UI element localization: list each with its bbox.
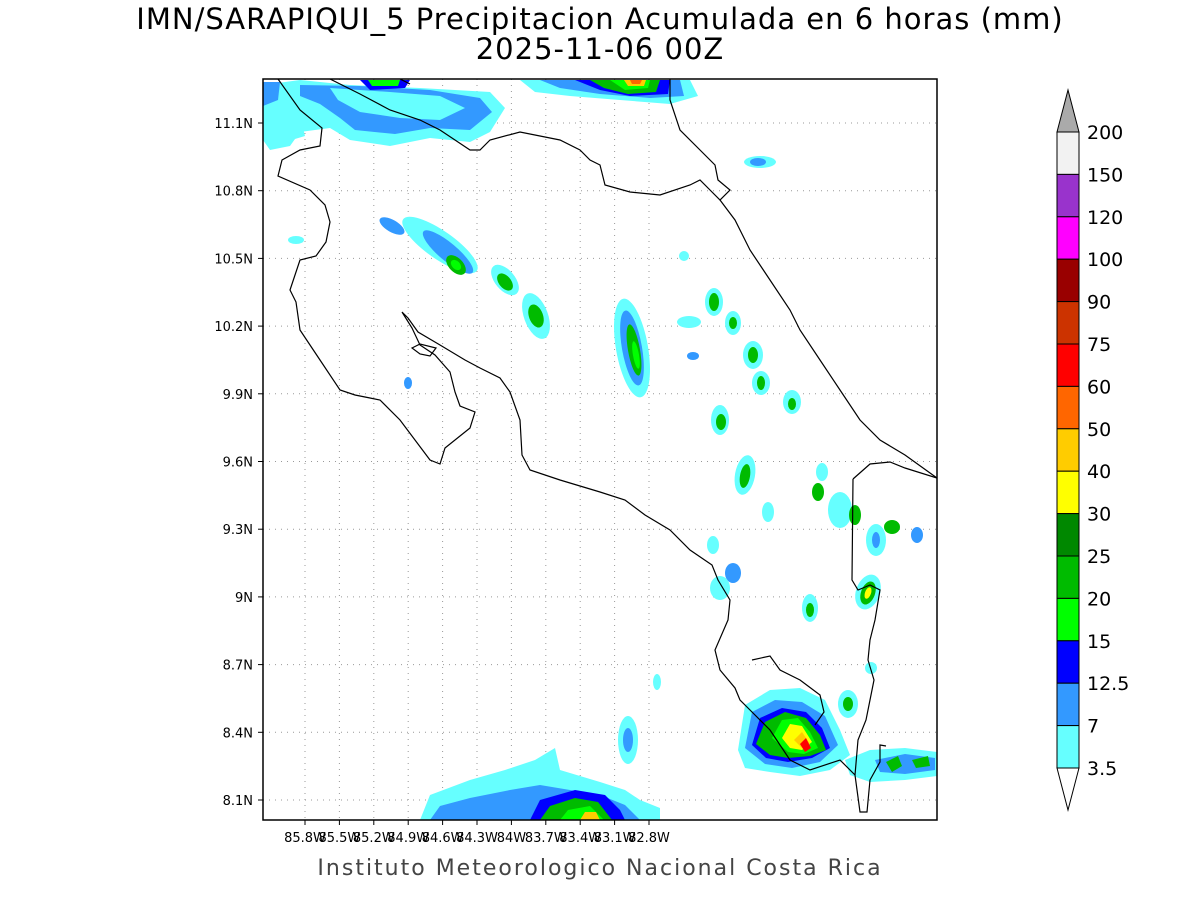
- colorbar-label: 50: [1087, 419, 1111, 441]
- colorbar-swatch: [1056, 513, 1080, 557]
- colorbar-label: 15: [1087, 631, 1111, 653]
- x-tick-label: 85.2W: [353, 831, 395, 846]
- colorbar-label: 75: [1087, 334, 1111, 356]
- colorbar-over-arrow: [1056, 88, 1080, 133]
- x-tick-label: 83.4W: [559, 831, 601, 846]
- colorbar-label: 7: [1087, 716, 1099, 738]
- y-tick-label: 9.3N: [223, 523, 253, 538]
- colorbar-swatch: [1056, 258, 1080, 303]
- y-tick-label: 8.7N: [223, 659, 253, 674]
- colorbar-label: 120: [1087, 207, 1123, 229]
- y-tick-label: 10.2N: [214, 320, 253, 335]
- y-tick-label: 10.8N: [214, 185, 253, 200]
- x-tick-label: 84.3W: [456, 831, 498, 846]
- colorbar-swatch: [1056, 173, 1080, 218]
- colorbar-under-arrow: [1056, 767, 1080, 812]
- colorbar-swatch: [1056, 470, 1080, 515]
- y-tick-label: 9N: [235, 591, 253, 606]
- map-frame: [262, 78, 938, 821]
- y-tick-label: 11.1N: [214, 117, 253, 132]
- colorbar-label: 20: [1087, 588, 1111, 610]
- x-tick-label: 85.5W: [318, 831, 360, 846]
- colorbar-label: 25: [1087, 546, 1111, 568]
- x-tick-label: 83.7W: [525, 831, 567, 846]
- colorbar-legend: 200 150 120 100 90 75 60 50 40 30 25 20 15 12.5 7 3.5: [1056, 88, 1129, 812]
- colorbar-label: 30: [1087, 504, 1111, 526]
- colorbar-label: 40: [1087, 461, 1111, 483]
- footer-credit: Instituto Meteorologico Nacional Costa R…: [317, 856, 883, 881]
- y-tick-label: 9.6N: [223, 456, 253, 471]
- precip-cell-10.6N-84.9W: [379, 216, 478, 275]
- chart-subtitle-date: 2025-11-06 00Z: [475, 32, 725, 66]
- grid-lines: [263, 79, 937, 820]
- y-tick-label: 8.1N: [223, 794, 253, 809]
- y-axis-ticks: 11.1N 10.8N 10.5N 10.2N 9.9N 9.6N 9.3N 9N 8.7N 8.…: [214, 117, 263, 809]
- x-tick-label: 82.8W: [628, 831, 670, 846]
- colorbar-label: 3.5: [1087, 758, 1117, 780]
- y-tick-label: 8.4N: [223, 726, 253, 741]
- precip-cell-north-center: [520, 80, 698, 104]
- precip-cell-10.4N-84.6W: [491, 264, 550, 339]
- x-tick-label: 84.6W: [422, 831, 464, 846]
- colorbar-swatch: [1056, 385, 1080, 430]
- x-axis-ticks: 85.8W85.5W85.2W84.9W84.6W84.3W84W83.7W83…: [284, 820, 670, 846]
- colorbar-swatch: [1056, 725, 1080, 769]
- colorbar-label: 60: [1087, 376, 1111, 398]
- precip-cells-caribbean-slope: [288, 156, 923, 718]
- precip-cell-northwest: [263, 80, 505, 150]
- colorbar-swatch: [1056, 301, 1080, 345]
- coastline: [277, 79, 937, 813]
- precip-cell-10.1N-84.1W: [614, 298, 650, 398]
- colorbar-label: 150: [1087, 164, 1123, 186]
- colorbar-swatch: [1056, 343, 1080, 387]
- colorbar-label: 100: [1087, 249, 1123, 271]
- precip-cell-south-pacific: [420, 716, 660, 820]
- x-tick-label: 84.9W: [387, 831, 429, 846]
- y-tick-label: 10.5N: [214, 252, 253, 267]
- colorbar-label: 200: [1087, 122, 1123, 144]
- colorbar-label: 12.5: [1087, 673, 1129, 695]
- colorbar-label: 90: [1087, 292, 1111, 314]
- colorbar-swatch: [1056, 682, 1080, 727]
- colorbar-swatch: [1056, 555, 1080, 599]
- y-tick-label: 9.9N: [223, 388, 253, 403]
- colorbar-swatch: [1056, 428, 1080, 472]
- colorbar-swatch: [1056, 131, 1080, 175]
- x-tick-label: 84W: [497, 831, 527, 846]
- x-tick-label: 85.8W: [284, 831, 326, 846]
- x-tick-label: 83.1W: [594, 831, 636, 846]
- precip-cell-8.4N-83.2W: [738, 688, 937, 782]
- chart-title: IMN/SARAPIQUI_5 Precipitacion Acumulada …: [136, 2, 1064, 36]
- precipitation-field: [263, 80, 937, 820]
- colorbar-swatch: [1056, 597, 1080, 642]
- colorbar-swatch: [1056, 216, 1080, 260]
- colorbar-swatch: [1056, 640, 1080, 684]
